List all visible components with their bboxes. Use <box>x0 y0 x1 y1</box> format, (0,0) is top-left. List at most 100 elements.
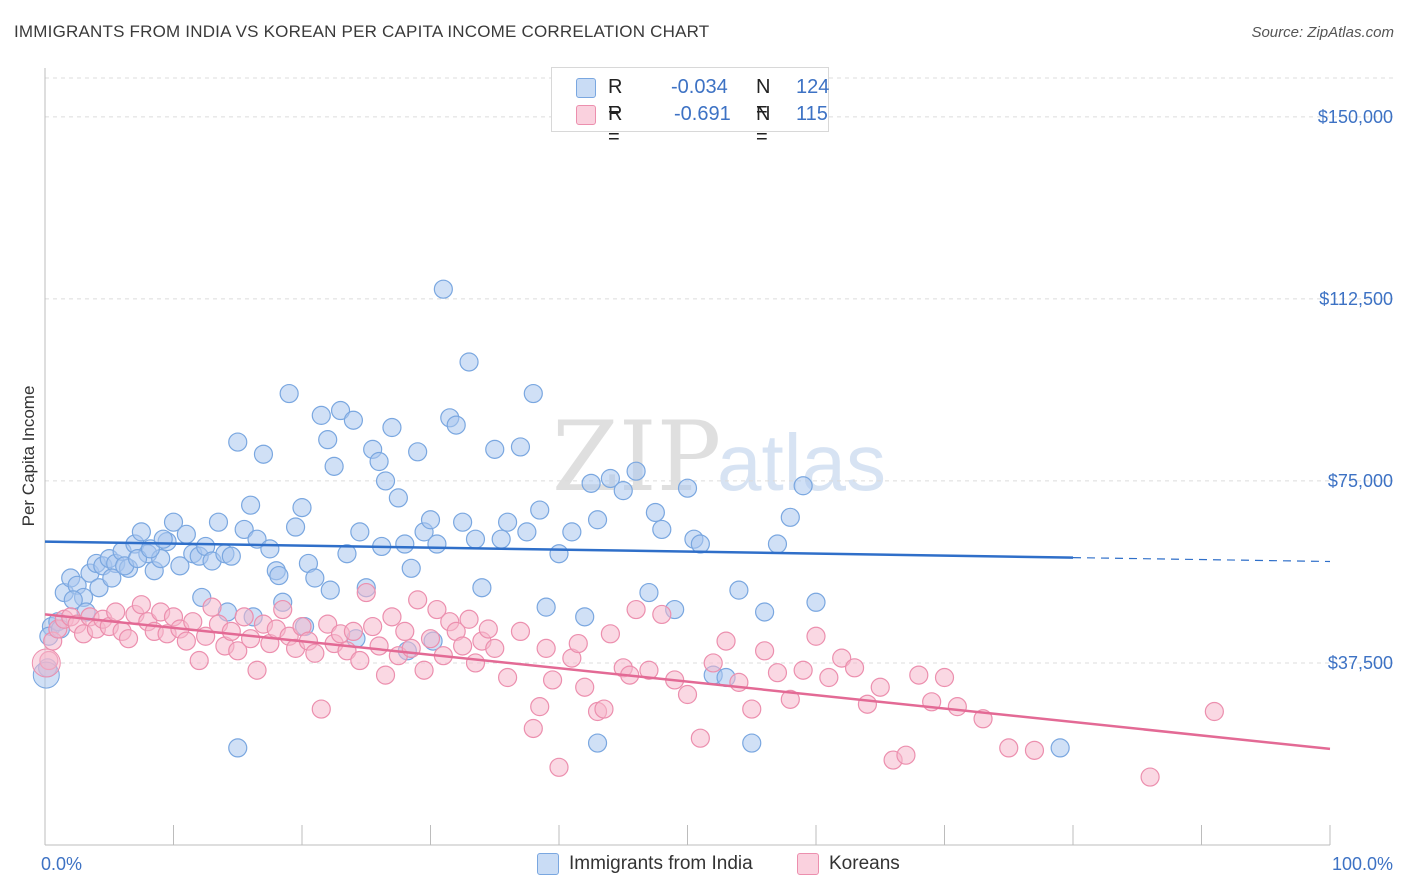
source-label: Source: ZipAtlas.com <box>1251 24 1394 41</box>
data-point <box>523 383 543 404</box>
data-point <box>311 699 331 719</box>
data-point <box>498 512 518 532</box>
bottom-legend-swatch-koreans <box>797 853 819 875</box>
data-point <box>478 619 498 639</box>
data-point <box>453 512 473 532</box>
data-point <box>806 626 826 646</box>
y-tick-label: $112,500 <box>1319 289 1393 309</box>
data-point <box>1024 740 1045 760</box>
data-point <box>600 468 621 489</box>
data-point <box>260 539 280 559</box>
data-point <box>420 510 441 530</box>
data-point <box>395 534 415 554</box>
data-point <box>330 400 351 421</box>
data-point <box>170 556 190 576</box>
data-point <box>652 604 672 625</box>
data-point <box>844 658 865 678</box>
legend-n-value: 124 <box>796 76 830 98</box>
data-point <box>575 677 595 697</box>
data-point <box>536 597 556 617</box>
data-point <box>549 757 569 777</box>
data-point <box>273 599 293 620</box>
data-point <box>947 697 967 717</box>
data-point <box>343 621 363 642</box>
data-point <box>31 648 61 678</box>
data-point <box>253 444 274 464</box>
legend-r-label: R = <box>608 76 623 121</box>
bottom-legend-swatch-india <box>537 853 559 875</box>
data-point <box>318 430 338 450</box>
data-point <box>228 432 248 452</box>
data-point <box>234 607 254 627</box>
data-point <box>202 597 222 617</box>
legend-n-value: 115 <box>796 103 828 125</box>
data-point <box>408 590 428 610</box>
data-point <box>382 417 402 438</box>
data-point <box>228 738 248 758</box>
data-point <box>305 643 325 663</box>
data-point <box>729 580 749 600</box>
data-point <box>600 624 621 644</box>
data-point <box>1050 738 1070 758</box>
x-tick-label: 0.0% <box>41 854 82 874</box>
data-point <box>703 653 723 673</box>
data-point <box>754 641 775 661</box>
data-point <box>587 733 608 753</box>
data-point <box>127 548 148 569</box>
y-tick-label: $37,500 <box>1328 653 1393 673</box>
data-point <box>292 498 312 518</box>
axes <box>44 68 1331 846</box>
data-point <box>176 524 196 544</box>
data-point <box>639 582 659 603</box>
data-point <box>465 529 486 549</box>
data-point <box>806 592 826 612</box>
legend-n-label: N = <box>756 103 771 148</box>
data-point <box>754 602 775 622</box>
data-point <box>401 558 421 578</box>
data-point <box>999 738 1019 758</box>
data-point <box>857 694 878 714</box>
data-point <box>832 648 852 668</box>
legend-swatch-india <box>576 78 596 98</box>
data-point <box>269 565 289 586</box>
data-point <box>1140 767 1160 787</box>
data-point <box>208 512 229 532</box>
data-point <box>131 522 151 542</box>
data-point <box>510 437 531 457</box>
data-point <box>106 602 126 622</box>
trend-line <box>44 540 1074 559</box>
data-point <box>613 481 633 501</box>
data-point <box>350 522 370 542</box>
y-tick-label: $150,000 <box>1318 107 1393 127</box>
data-point <box>491 529 511 549</box>
data-point <box>89 578 109 598</box>
data-point <box>498 667 518 688</box>
data-point <box>549 544 569 564</box>
legend-n-label: N = <box>756 76 771 121</box>
data-point <box>716 631 736 651</box>
data-point <box>523 718 543 739</box>
data-point <box>517 522 537 542</box>
data-point <box>118 629 139 649</box>
gridlines <box>45 77 1395 664</box>
data-point <box>395 621 415 642</box>
data-point <box>343 410 363 430</box>
data-point <box>568 633 588 654</box>
data-point <box>530 500 550 520</box>
data-point <box>536 638 556 658</box>
series-koreans <box>31 582 1224 787</box>
data-point <box>388 488 408 508</box>
data-point <box>742 733 762 753</box>
data-point <box>279 383 299 404</box>
data-point <box>459 609 479 629</box>
tick-labels: $37,500 $75,000 $112,500 $150,000 0.0% 100.0% <box>41 107 1393 874</box>
data-point <box>652 519 672 540</box>
y-axis-label: Per Capita Income <box>19 386 38 527</box>
legend-r-label: R = <box>608 103 623 148</box>
data-point <box>433 279 453 299</box>
data-point <box>742 699 762 719</box>
legend-r-value: -0.691 <box>674 103 731 125</box>
data-point <box>318 614 338 634</box>
trend-line-extension <box>1072 557 1331 563</box>
data-point <box>485 638 505 658</box>
